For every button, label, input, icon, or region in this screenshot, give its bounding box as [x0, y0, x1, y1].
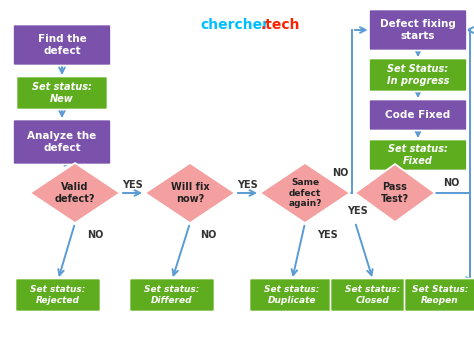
FancyBboxPatch shape	[13, 119, 111, 165]
Text: YES: YES	[317, 230, 337, 240]
Text: NO: NO	[443, 178, 459, 188]
Text: Pass
Test?: Pass Test?	[381, 182, 409, 204]
Polygon shape	[260, 163, 350, 223]
Text: Valid
defect?: Valid defect?	[55, 182, 95, 204]
FancyBboxPatch shape	[13, 24, 111, 66]
Text: Find the
defect: Find the defect	[37, 34, 86, 56]
Text: Will fix
now?: Will fix now?	[171, 182, 210, 204]
Text: YES: YES	[237, 180, 258, 190]
Text: YES: YES	[346, 206, 367, 216]
Text: Set status:
Rejected: Set status: Rejected	[30, 285, 86, 305]
FancyBboxPatch shape	[17, 76, 108, 109]
Text: Set status:
Duplicate: Set status: Duplicate	[264, 285, 319, 305]
FancyBboxPatch shape	[330, 278, 416, 311]
FancyBboxPatch shape	[249, 278, 335, 311]
Text: Set Status:
Reopen: Set Status: Reopen	[412, 285, 468, 305]
FancyBboxPatch shape	[369, 139, 467, 170]
Text: Set status:
Differed: Set status: Differed	[144, 285, 200, 305]
Text: chercher: chercher	[200, 18, 269, 32]
FancyBboxPatch shape	[369, 100, 467, 131]
Text: NO: NO	[332, 168, 348, 178]
FancyBboxPatch shape	[369, 58, 467, 91]
Text: Same
defect
again?: Same defect again?	[288, 178, 322, 208]
Text: Analyze the
defect: Analyze the defect	[27, 131, 97, 153]
Text: NO: NO	[87, 230, 103, 240]
FancyBboxPatch shape	[404, 278, 474, 311]
Text: Code Fixed: Code Fixed	[385, 110, 451, 120]
Text: Defect fixing
starts: Defect fixing starts	[380, 19, 456, 41]
Polygon shape	[30, 163, 120, 223]
Text: YES: YES	[122, 180, 143, 190]
Text: Set status:
New: Set status: New	[32, 82, 92, 104]
Text: NO: NO	[200, 230, 216, 240]
FancyBboxPatch shape	[16, 278, 100, 311]
Polygon shape	[355, 164, 435, 222]
Text: Set status:
Fixed: Set status: Fixed	[388, 144, 448, 166]
Text: .tech: .tech	[261, 18, 301, 32]
FancyBboxPatch shape	[129, 278, 215, 311]
Text: Set Status:
In progress: Set Status: In progress	[387, 64, 449, 86]
Text: Set status:
Closed: Set status: Closed	[346, 285, 401, 305]
FancyBboxPatch shape	[369, 10, 467, 51]
Polygon shape	[145, 163, 235, 223]
